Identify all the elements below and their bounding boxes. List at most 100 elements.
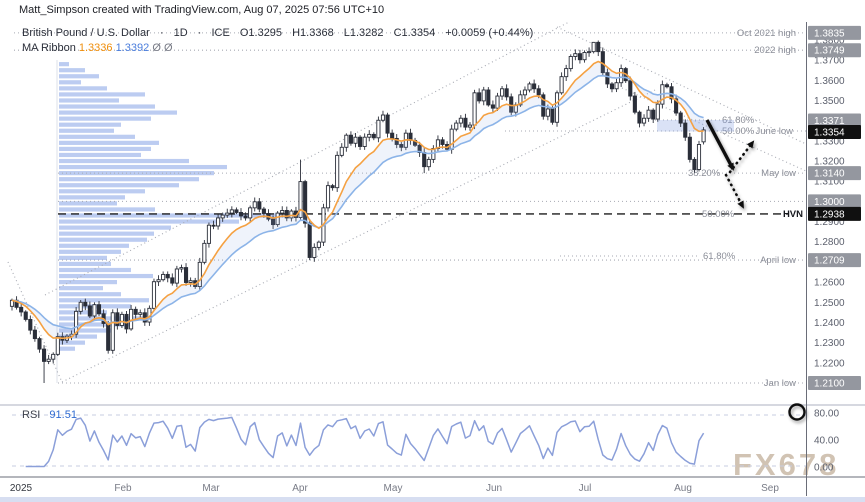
volume-profile-bar <box>59 273 153 279</box>
legend-separator2: · <box>197 27 202 39</box>
volume-profile-bar <box>59 261 111 267</box>
price-badge-text: 1.3835 <box>814 28 845 39</box>
candle-body <box>371 133 376 139</box>
axes[interactable]: 1.38001.37001.36001.35001.33001.32001.31… <box>0 20 865 502</box>
candle-body <box>74 310 79 335</box>
rsi-pane <box>12 414 806 468</box>
trendlines <box>7 21 807 383</box>
resistance-zone <box>657 120 734 132</box>
price-tick-label: 1.2300 <box>814 338 845 349</box>
level-label: 61.80% <box>703 251 736 262</box>
volume-profile-bar <box>59 225 171 230</box>
level-label: May low <box>761 168 796 179</box>
candle-body <box>477 92 482 102</box>
candle-body <box>463 117 468 128</box>
price-tick-label: 1.3100 <box>814 177 845 188</box>
volume-profile-bar <box>59 340 85 345</box>
volume-profile-bar <box>59 255 107 260</box>
ma-empty-value2: Ø <box>163 42 173 54</box>
candle-body <box>174 268 179 284</box>
price-badge <box>808 25 861 40</box>
price-axis[interactable] <box>807 20 865 477</box>
ma-ribbon-label: MA Ribbon <box>22 42 76 54</box>
candle-body <box>609 83 615 90</box>
candle-body <box>500 88 505 97</box>
volume-profile-bar <box>59 195 125 200</box>
symbol-legend-row[interactable]: British Pound / U.S. Dollar · 1D · ICE O… <box>22 27 540 39</box>
fx678-watermark: FX678 <box>733 447 839 483</box>
candle-body <box>96 304 102 315</box>
candle-body <box>573 53 578 57</box>
candle-body <box>23 311 28 320</box>
dotted-trendline <box>44 21 570 296</box>
candle-body <box>696 144 702 170</box>
price-badge <box>808 43 861 58</box>
candle-body <box>632 95 637 113</box>
candle-body <box>271 218 276 226</box>
candle-body <box>339 146 344 156</box>
volume-profile-bar <box>59 158 189 164</box>
candle-body <box>330 185 335 189</box>
candle-body <box>527 83 532 91</box>
volume-profile <box>56 60 285 383</box>
candle-body <box>335 154 340 189</box>
price-tick-label: 1.2500 <box>814 298 845 309</box>
price-tick-label: 1.3300 <box>814 136 845 147</box>
candle-body <box>179 267 184 270</box>
candle-body <box>358 136 363 147</box>
candle-body <box>385 114 390 134</box>
ma-empty-value1: Ø <box>152 42 161 54</box>
volume-profile-bar <box>59 68 85 73</box>
ma-slow-value: 1.3392 <box>115 42 150 54</box>
candle-body <box>28 318 33 331</box>
price-badge <box>808 194 861 209</box>
candle-body <box>605 72 610 85</box>
time-axis[interactable] <box>0 478 865 496</box>
candle-body <box>440 139 445 145</box>
candle-body <box>9 299 15 307</box>
candle-body <box>316 241 321 248</box>
ma-fast-value: 1.3336 <box>78 42 113 54</box>
candle-body <box>225 212 230 216</box>
legend-open: O1.3295 <box>239 27 283 39</box>
rsi-legend-row[interactable]: RSI 91.51 <box>22 409 77 421</box>
level-label: 50.00% <box>722 126 755 137</box>
candle-body <box>545 108 550 117</box>
candle-body <box>165 273 170 279</box>
candle-body <box>504 88 509 98</box>
price-tick-label: 1.2800 <box>814 237 845 248</box>
attribution-text: Matt_Simpson created with TradingView.co… <box>19 4 385 16</box>
volume-profile-bar <box>59 98 119 103</box>
price-badge <box>808 253 861 268</box>
candle-body <box>587 51 592 54</box>
time-tick-label: Mar <box>202 483 220 494</box>
candle-body <box>325 185 331 209</box>
level-label: 38.20% <box>688 168 721 179</box>
candle-body <box>312 246 317 258</box>
volume-profile-bar <box>59 334 97 339</box>
main-price-pane[interactable] <box>0 20 806 405</box>
legend-interval[interactable]: 1D <box>173 27 188 39</box>
candle-body <box>161 273 166 281</box>
candle-body <box>19 306 24 313</box>
candle-body <box>568 56 573 70</box>
candle-body <box>280 210 285 214</box>
candle-body <box>257 201 262 210</box>
volume-profile-bar <box>59 310 107 315</box>
volume-profile-bar <box>59 298 149 303</box>
candle-body <box>216 217 221 227</box>
ma-ribbon-legend-row[interactable]: MA Ribbon 1.3336 1.3392 Ø Ø <box>22 42 173 54</box>
volume-profile-bar <box>59 267 131 273</box>
candle-body <box>42 348 47 362</box>
volume-profile-bar <box>59 286 103 291</box>
legend-close: C1.3354 <box>393 27 436 39</box>
price-axis-badges: 1.38351.37491.33711.33541.31401.30001.29… <box>808 25 861 390</box>
time-tick-label: 2025 <box>10 483 33 494</box>
price-badge <box>808 113 861 128</box>
candle-body <box>458 117 463 124</box>
time-tick-label: May <box>384 483 403 494</box>
candle-body <box>78 301 83 312</box>
legend-change: +0.0059 (+0.44%) <box>445 27 534 39</box>
